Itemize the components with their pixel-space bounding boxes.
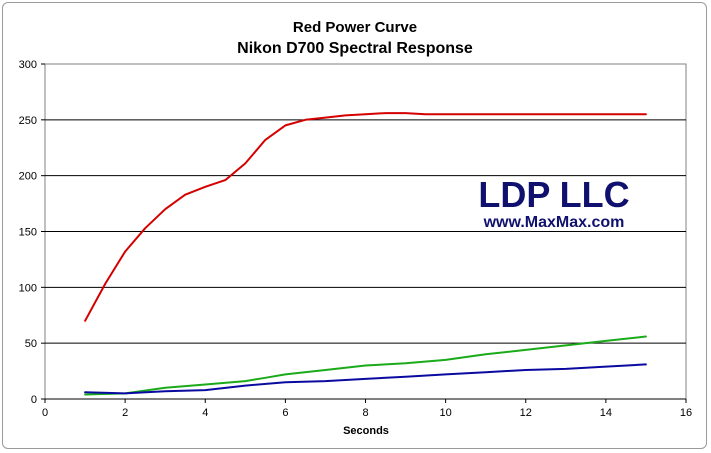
plot-area: 0 50 100 150 200 250 300 0 2 4 6 8 10 12 14 16 xyxy=(19,59,692,419)
chart-subtitle: Nikon D700 Spectral Response xyxy=(237,40,473,57)
watermark-company: LDP LLC xyxy=(478,174,629,215)
x-tick-label: 16 xyxy=(680,407,692,419)
y-tick-label: 300 xyxy=(19,59,37,71)
y-tick-label: 200 xyxy=(19,171,37,183)
y-tick-label: 150 xyxy=(19,227,37,239)
chart-frame xyxy=(2,2,707,449)
x-tick-label: 2 xyxy=(122,407,128,419)
y-tick-label: 250 xyxy=(19,115,37,127)
watermark-url: www.MaxMax.com xyxy=(483,214,625,231)
x-tick-label: 6 xyxy=(282,407,288,419)
y-tick-label: 0 xyxy=(31,394,37,406)
series-line-3 xyxy=(84,363,647,395)
x-tick-label: 10 xyxy=(440,407,452,419)
chart-title: Red Power Curve xyxy=(293,19,417,36)
x-tick-label: 0 xyxy=(42,407,48,419)
x-tick-label: 12 xyxy=(520,407,532,419)
x-tick-label: 14 xyxy=(600,407,612,419)
x-tick-label: 8 xyxy=(362,407,368,419)
y-tick-label: 50 xyxy=(25,338,37,350)
series-line-1 xyxy=(84,112,647,322)
series-line-2 xyxy=(84,335,647,396)
x-axis-label: Seconds xyxy=(343,425,389,437)
x-tick-label: 4 xyxy=(202,407,208,419)
y-tick-label: 100 xyxy=(19,282,37,294)
